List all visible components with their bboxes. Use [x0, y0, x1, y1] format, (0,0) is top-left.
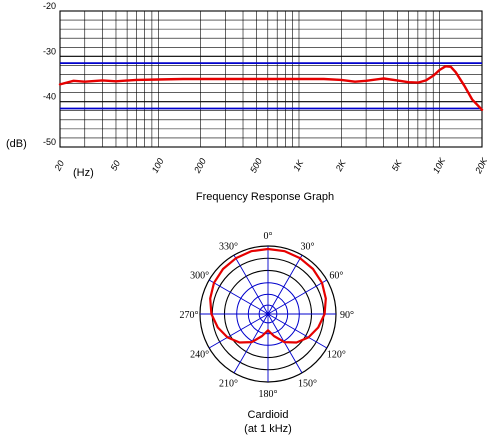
y-tick-label: -20	[43, 1, 56, 11]
polar-angle-label: 300°	[190, 271, 209, 282]
polar-spoke	[233, 254, 269, 315]
polar-angle-label: 210°	[219, 378, 238, 389]
x-tick-label: 200	[192, 157, 208, 176]
polar-title: Cardioid	[248, 409, 289, 421]
polar-angle-label: 180°	[259, 389, 278, 400]
x-tick-label: 20K	[473, 155, 487, 176]
polar-spoke	[267, 254, 303, 315]
polar-spoke	[208, 313, 269, 349]
polar-spoke	[267, 313, 303, 374]
polar-pattern-chart: 0° 30° 60° 90° 120° 150° 180° 210° 240° 270° 300° 3…	[180, 231, 355, 435]
polar-spoke	[208, 279, 269, 315]
polar-angle-label: 270°	[180, 310, 199, 321]
frequency-response-series	[58, 65, 484, 111]
polar-angle-label: 240°	[190, 350, 209, 361]
x-tick-label: 2K	[333, 158, 348, 174]
chart-title: Frequency Response Graph	[196, 191, 334, 203]
polar-angle-label: 60°	[329, 271, 343, 282]
plot-frame	[59, 10, 483, 148]
y-tick-label: -30	[43, 46, 56, 56]
polar-spoke	[233, 313, 269, 374]
polar-spoke	[267, 279, 328, 315]
x-tick-label: 1K	[291, 158, 305, 173]
y-tick-label: -40	[43, 92, 56, 102]
x-tick-label: 100	[150, 157, 166, 175]
polar-angle-label: 330°	[219, 242, 238, 253]
polar-angle-label: 30°	[301, 242, 315, 253]
x-tick-label: 5K	[390, 158, 404, 173]
polar-angle-label: 90°	[340, 310, 354, 321]
x-axis-unit-label: (Hz)	[73, 167, 94, 179]
y-axis-label: (dB)	[6, 138, 27, 150]
cardioid-pattern-series	[209, 247, 327, 344]
x-tick-label: 500	[248, 157, 264, 175]
x-tick-label: 20	[52, 159, 66, 173]
polar-angle-label: 0°	[264, 231, 273, 242]
polar-subtitle: (at 1 kHz)	[244, 423, 292, 435]
polar-spoke	[267, 313, 328, 349]
x-tick-label: 10K	[431, 155, 448, 175]
polar-angle-label: 120°	[327, 350, 346, 361]
x-tick-label: 50	[109, 159, 123, 173]
frequency-response-chart: -20 -30 -40 -50 20 50 100 200 500 1K 2K 5K 10K 20K (…	[6, 1, 487, 203]
polar-angle-label: 150°	[298, 378, 317, 389]
y-tick-label: -50	[43, 137, 56, 147]
